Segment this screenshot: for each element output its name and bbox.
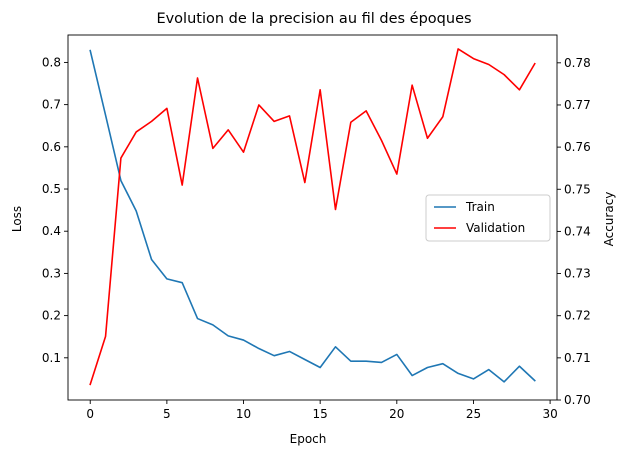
y-left-tick-label: 0.6 — [42, 140, 61, 154]
y-right-tick-label: 0.78 — [564, 56, 591, 70]
y-right-tick-label: 0.74 — [564, 224, 591, 238]
legend: Train Validation — [425, 194, 551, 242]
x-tick-label: 5 — [163, 407, 171, 421]
x-tick-label: 10 — [236, 407, 251, 421]
x-tick-label: 15 — [313, 407, 328, 421]
y-left-axis-label: Loss — [10, 206, 24, 232]
legend-label-validation: Validation — [466, 221, 525, 235]
x-axis-label: Epoch — [290, 432, 327, 446]
y-right-tick-label: 0.70 — [564, 393, 591, 407]
y-left-tick-label: 0.4 — [42, 224, 61, 238]
plot-frame — [67, 34, 558, 401]
y-right-tick-label: 0.73 — [564, 267, 591, 281]
x-tick-label: 25 — [466, 407, 481, 421]
y-left-tick-label: 0.7 — [42, 98, 61, 112]
chart-title: Evolution de la precision au fil des épo… — [156, 11, 471, 27]
y-right-tick-label: 0.75 — [564, 182, 591, 196]
y-right-axis-label: Accuracy — [602, 192, 616, 247]
y-left-tick-label: 0.1 — [42, 351, 61, 365]
y-left-tick-label: 0.8 — [42, 55, 61, 69]
y-right-tick-label: 0.71 — [564, 351, 591, 365]
x-tick-label: 20 — [389, 407, 404, 421]
legend-label-train: Train — [465, 200, 495, 214]
x-tick-label: 0 — [86, 407, 94, 421]
y-left-tick-label: 0.3 — [42, 266, 61, 280]
y-left-tick-label: 0.2 — [42, 309, 61, 323]
y-right-tick-label: 0.77 — [564, 98, 591, 112]
y-left-tick-label: 0.5 — [42, 182, 61, 196]
legend-box — [425, 194, 551, 242]
y-right-tick-label: 0.72 — [564, 309, 591, 323]
series-line-train — [89, 49, 536, 383]
y-right-tick-label: 0.76 — [564, 140, 591, 154]
x-tick-label: 30 — [542, 407, 557, 421]
series-line-validation — [89, 48, 536, 386]
